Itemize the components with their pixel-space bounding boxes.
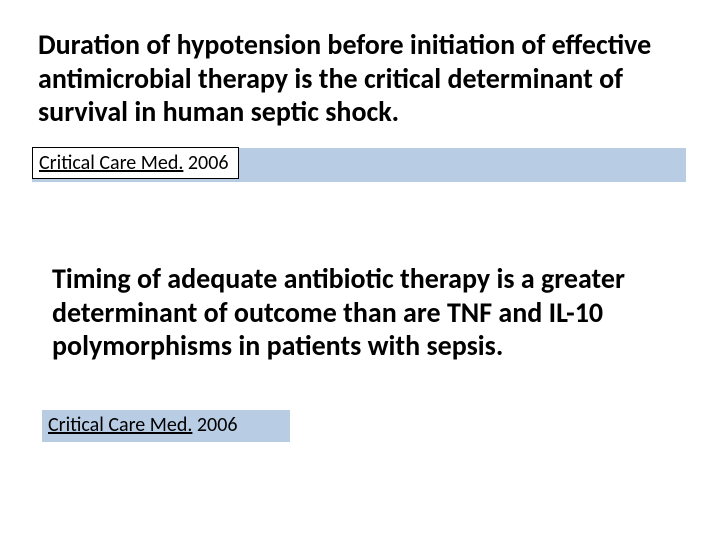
heading-block2: Timing of adequate antibiotic therapy is… <box>52 262 692 363</box>
citation-box-block1: Critical Care Med. 2006 <box>32 147 239 179</box>
citation-year-block1: 2006 <box>188 151 229 175</box>
citation-year-block2: 2006 <box>197 413 238 437</box>
heading-block1: Duration of hypotension before initiatio… <box>38 28 678 129</box>
citation-journal-block2: Critical Care Med. <box>48 413 192 437</box>
citation-box-block2: Critical Care Med. 2006 <box>42 410 247 440</box>
slide: Duration of hypotension before initiatio… <box>0 0 720 540</box>
citation-journal-block1: Critical Care Med. <box>39 151 183 175</box>
